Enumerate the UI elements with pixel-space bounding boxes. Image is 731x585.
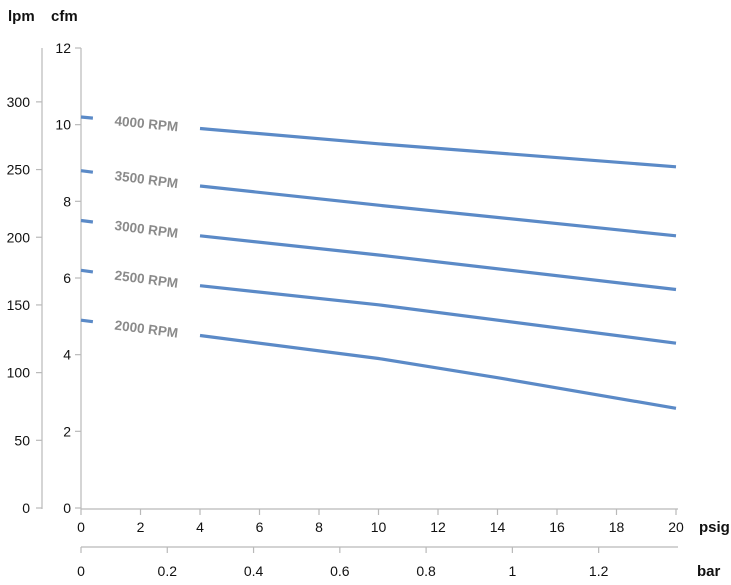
bar-tick-label: 0	[77, 563, 85, 579]
lpm-tick-label: 150	[7, 297, 31, 313]
bar-tick-label: 0.6	[330, 563, 350, 579]
2500-rpm-line-start	[80, 268, 94, 274]
psig-tick-label: 2	[137, 519, 145, 535]
psig-tick-label: 8	[315, 519, 323, 535]
psig-tick-label: 0	[77, 519, 85, 535]
psig-tick-label: 12	[430, 519, 446, 535]
cfm-tick-label: 2	[63, 423, 71, 439]
2000-rpm-label: 2000 RPM	[114, 318, 179, 341]
lpm-tick-label: 300	[7, 94, 31, 110]
cfm-tick-label: 0	[63, 500, 71, 516]
bar-unit-label: bar	[697, 563, 721, 580]
2000-rpm-line-start	[80, 318, 94, 324]
lpm-tick-label: 100	[7, 365, 31, 381]
lpm-tick-label: 250	[7, 162, 31, 178]
psig-tick-label: 4	[196, 519, 204, 535]
lpm-tick-label: 50	[14, 432, 30, 448]
3000-rpm-line-start	[80, 218, 94, 224]
psig-tick-label: 14	[490, 519, 506, 535]
3500-rpm-line-start	[80, 169, 94, 174]
4000-rpm-line-start	[80, 115, 94, 120]
3500-rpm-line	[199, 184, 677, 238]
lpm-tick-label: 0	[22, 500, 30, 516]
psig-tick-label: 6	[256, 519, 264, 535]
bar-tick-label: 0.4	[244, 563, 264, 579]
bar-tick-label: 1.2	[589, 563, 609, 579]
2000-rpm-line	[199, 333, 677, 410]
4000-rpm-label: 4000 RPM	[114, 113, 179, 134]
3000-rpm-line	[199, 234, 677, 292]
cfm-tick-label: 6	[63, 270, 71, 286]
psig-tick-label: 10	[371, 519, 387, 535]
3500-rpm-label: 3500 RPM	[114, 168, 179, 191]
psig-tick-label: 18	[609, 519, 625, 535]
cfm-tick-label: 10	[55, 117, 71, 133]
series-layer: 4000 RPM 3500 RPM 3000 RPM 2500 RPM 2000 RPM	[80, 113, 677, 410]
lpm-unit-label: lpm	[8, 8, 35, 25]
4000-rpm-line	[199, 126, 677, 169]
cfm-tick-label: 12	[55, 40, 71, 56]
3000-rpm-label: 3000 RPM	[114, 218, 179, 241]
bar-tick-label: 1	[508, 563, 516, 579]
psig-tick-label: 16	[549, 519, 565, 535]
cfm-tick-label: 8	[63, 193, 71, 209]
2500-rpm-label: 2500 RPM	[114, 268, 179, 291]
bar-tick-label: 0.2	[158, 563, 178, 579]
2500-rpm-line	[199, 284, 677, 345]
bar-tick-label: 0.8	[416, 563, 436, 579]
lpm-tick-label: 200	[7, 229, 31, 245]
psig-tick-label: 20	[668, 519, 684, 535]
cfm-tick-label: 4	[63, 347, 71, 363]
cfm-unit-label: cfm	[51, 8, 78, 25]
psig-unit-label: psig	[699, 519, 730, 536]
